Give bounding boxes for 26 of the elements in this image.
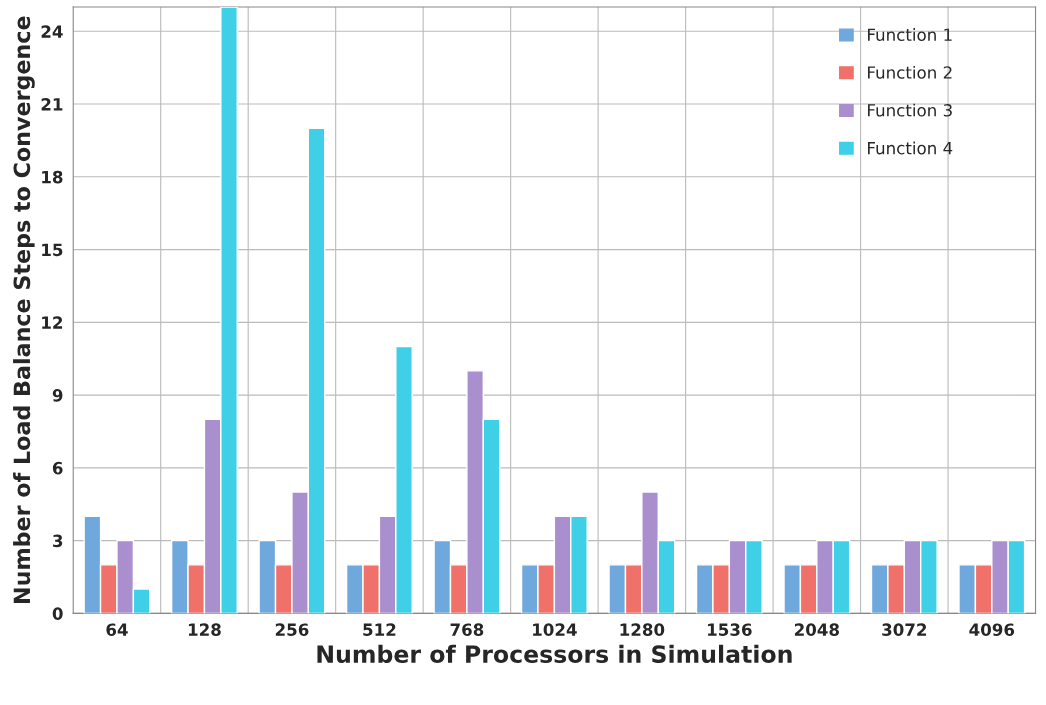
- y-tick-label: 24: [41, 25, 63, 38]
- y-tick-label: 21: [41, 98, 63, 111]
- x-tick-label: 1280: [620, 623, 665, 636]
- x-tick-label: 128: [188, 623, 221, 636]
- y-tick-label: 18: [42, 170, 63, 184]
- x-tick-label: 4096: [969, 623, 1015, 636]
- x-tick-label: 2048: [794, 623, 839, 636]
- y-axis-title: Number of Load Balance Steps to Convergence: [13, 16, 35, 603]
- x-tick-label: 768: [450, 623, 484, 636]
- legend-label: Function 3: [868, 103, 952, 117]
- y-tick-label: 9: [52, 389, 63, 402]
- x-tick-label: 1536: [708, 623, 752, 636]
- x-tick-label: 3072: [882, 623, 927, 636]
- y-tick-label: 0: [52, 607, 63, 620]
- legend-label: Function 2: [868, 65, 952, 79]
- x-tick-label: 1024: [533, 623, 577, 636]
- x-axis-title: Number of Processors in Simulation: [317, 644, 792, 664]
- legend-label: Function 1: [868, 28, 952, 42]
- x-tick-label: 512: [363, 623, 396, 636]
- x-tick-label: 256: [275, 623, 309, 636]
- y-tick-label: 12: [42, 316, 63, 329]
- y-tick-label: 15: [42, 243, 63, 257]
- legend-label: Function 4: [868, 141, 953, 155]
- y-tick-label: 6: [52, 461, 63, 475]
- x-tick-label: 64: [106, 623, 128, 636]
- y-tick-label: 3: [53, 534, 63, 548]
